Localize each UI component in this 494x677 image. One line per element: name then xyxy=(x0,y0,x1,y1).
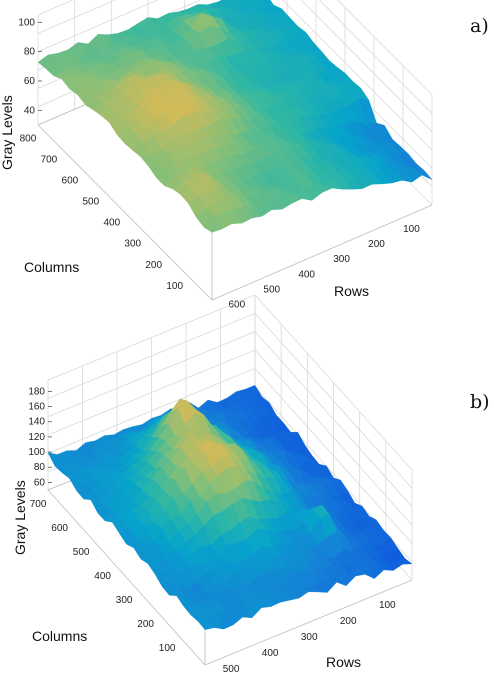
z-tick-label: 100 xyxy=(28,447,45,458)
z-axis-title-b: Gray Levels xyxy=(12,480,28,555)
column-tick-label: 700 xyxy=(30,499,47,510)
row-tick-label: 200 xyxy=(340,616,357,627)
row-tick-label: 300 xyxy=(301,632,318,643)
column-tick-label: 400 xyxy=(94,571,111,582)
row-tick-label: 500 xyxy=(223,664,240,675)
column-tick-label: 500 xyxy=(73,547,90,558)
y-axis-title-b: Rows xyxy=(326,654,361,670)
column-tick-label: 600 xyxy=(62,175,79,186)
wall-gridline xyxy=(300,0,433,132)
column-tick-label: 600 xyxy=(51,523,68,534)
wall-gridline xyxy=(37,0,117,34)
wall-gridline xyxy=(254,294,413,471)
wall-gridline xyxy=(254,313,413,489)
y-axis-title-a: Rows xyxy=(334,283,369,299)
row-tick-label: 400 xyxy=(298,269,315,280)
z-tick-label: 100 xyxy=(18,17,35,28)
column-tick-label: 100 xyxy=(166,281,183,292)
z-ticks-b: 60 80 100 120 140 160 180 xyxy=(28,386,52,488)
z-axis-title-a: Gray Levels xyxy=(0,95,15,170)
wall-gridline xyxy=(336,0,433,96)
row-ticks-a: 100 200 300 400 500 600 xyxy=(228,224,420,310)
axis-edge xyxy=(204,579,413,666)
column-tick-label: 700 xyxy=(41,154,58,165)
column-tick-label: 300 xyxy=(116,595,133,606)
row-tick-label: 400 xyxy=(262,648,279,659)
z-tick-label: 60 xyxy=(24,76,36,87)
surface-facet xyxy=(197,618,215,630)
column-tick-label: 800 xyxy=(20,133,37,144)
column-tick-label: 400 xyxy=(103,218,120,229)
z-tick-label: 80 xyxy=(34,462,46,473)
column-tick-label: 200 xyxy=(145,260,162,271)
surface-a xyxy=(37,0,433,233)
z-tick-label: 140 xyxy=(28,417,45,428)
wall-gridline xyxy=(47,294,256,381)
panel-label-a: a) xyxy=(470,15,489,37)
column-tick-label: 500 xyxy=(82,197,99,208)
surface-plot-a: a) Gray Levels Columns Rows 40 60 80 100 10… xyxy=(0,0,489,310)
row-tick-label: 100 xyxy=(379,600,396,611)
axis-edge xyxy=(37,124,213,301)
row-tick-label: 200 xyxy=(368,239,385,250)
surface-facet xyxy=(203,216,223,233)
z-tick-label: 40 xyxy=(24,105,36,116)
row-ticks-b: 100 200 300 400 500 xyxy=(223,600,396,675)
column-tick-label: 300 xyxy=(124,239,141,250)
axis-edge xyxy=(47,489,206,666)
z-tick-label: 120 xyxy=(28,432,45,443)
z-tick-label: 60 xyxy=(34,477,46,488)
axis-edge xyxy=(211,204,433,301)
surface-b xyxy=(47,385,413,630)
z-tick-label: 180 xyxy=(28,386,45,397)
z-tick-label: 160 xyxy=(28,402,45,413)
x-axis-title-a: Columns xyxy=(24,259,79,275)
row-tick-label: 600 xyxy=(228,299,245,310)
row-tick-label: 100 xyxy=(403,224,420,235)
panel-label-b: b) xyxy=(470,391,490,413)
column-ticks-b: 100 200 300 400 500 600 700 xyxy=(30,499,176,654)
wall-gridline xyxy=(318,0,433,114)
x-axis-title-b: Columns xyxy=(32,628,87,644)
row-tick-label: 300 xyxy=(333,254,350,265)
column-tick-label: 100 xyxy=(159,643,176,654)
row-tick-label: 500 xyxy=(263,284,280,295)
column-tick-label: 200 xyxy=(137,619,154,630)
z-tick-label: 80 xyxy=(24,47,36,58)
z-ticks-a: 40 60 80 100 xyxy=(18,17,42,116)
surface-plot-b: b) Gray Levels Columns Rows 60 80 100 120 14… xyxy=(12,294,490,675)
wall-gridline xyxy=(47,312,256,399)
